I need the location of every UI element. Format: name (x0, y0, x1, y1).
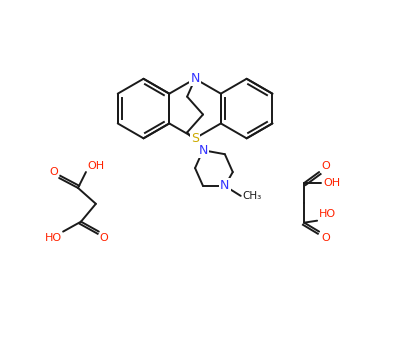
Text: N: N (190, 72, 200, 85)
Text: O: O (49, 167, 58, 177)
Text: OH: OH (87, 161, 104, 171)
Text: O: O (100, 233, 108, 243)
Text: N: N (198, 144, 208, 157)
Text: HO: HO (45, 233, 62, 243)
Text: O: O (321, 161, 330, 171)
Text: HO: HO (319, 209, 336, 219)
Text: OH: OH (323, 178, 340, 188)
Text: O: O (321, 233, 330, 243)
Text: N: N (220, 179, 229, 193)
Text: S: S (191, 132, 199, 145)
Text: CH₃: CH₃ (243, 191, 262, 201)
